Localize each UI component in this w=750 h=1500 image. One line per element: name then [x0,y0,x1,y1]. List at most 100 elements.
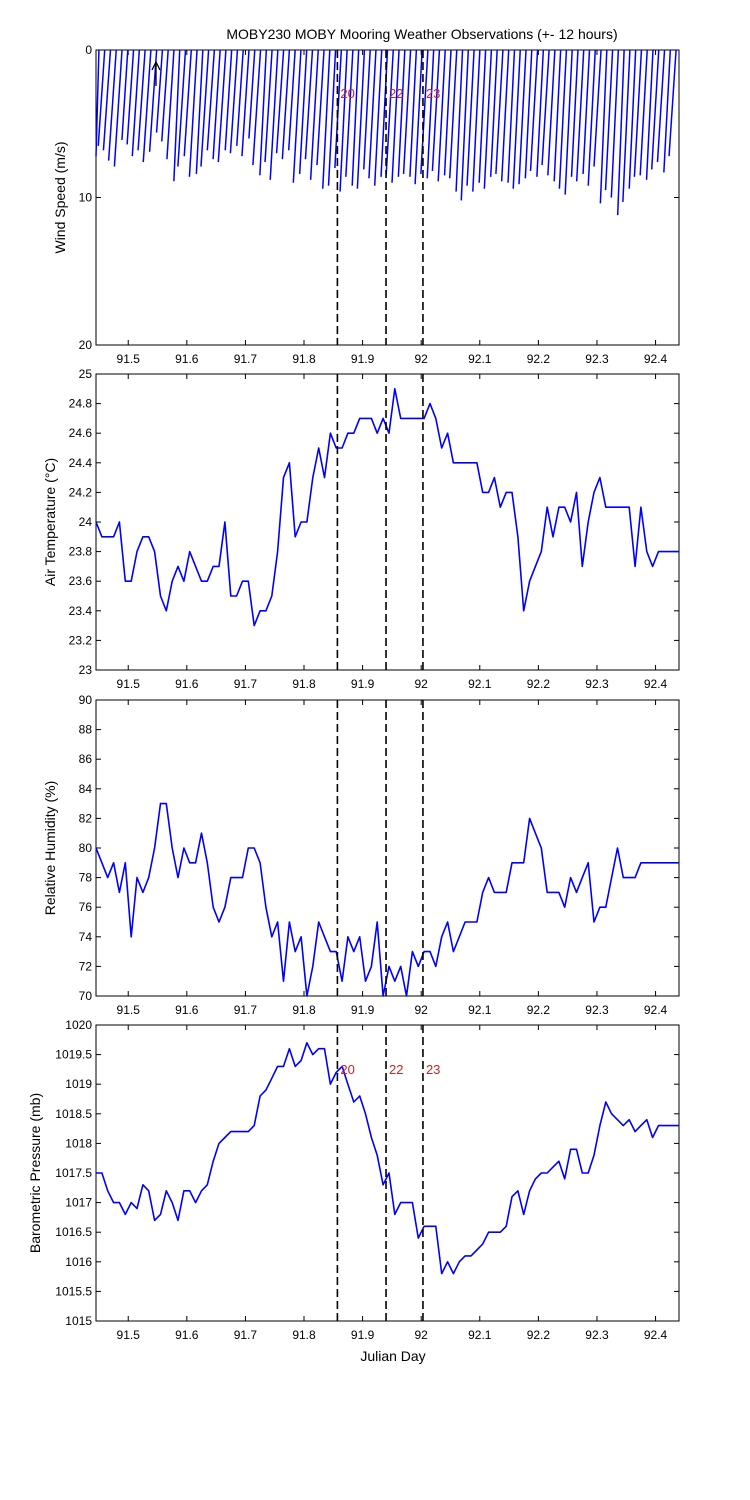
wind-stick [587,49,597,186]
wind-stick [327,49,337,186]
x-tick-label: 92.1 [468,352,492,366]
wind-stick [236,49,244,146]
wind-stick [177,49,187,167]
x-tick-label: 91.5 [117,352,141,366]
x-tick-label: 91.9 [351,1003,375,1017]
wind-stick [431,49,441,171]
wind-stick [529,49,539,171]
wind-stick [131,49,141,157]
wind-stick [564,49,573,195]
y-tick-label: 1016.5 [55,1225,92,1239]
wind-stick [298,49,308,174]
wind-stick [668,49,677,157]
wind-stick [368,49,377,179]
wind-stick [334,49,343,169]
wind-stick [155,49,164,133]
reference-arrow-head [151,60,161,71]
series-line-barometric-pressure [96,1042,679,1275]
wind-stick [437,49,446,182]
wind-stick [97,49,106,146]
x-tick-label: 91.8 [292,1003,316,1017]
x-tick-label: 92.3 [585,677,609,691]
panel-barometric-pressure: 1015 1015.5 1016 1016.5 1017 1017.5 1018 1018.5… [27,1018,680,1342]
marker-label-23: 23 [426,1062,440,1077]
wind-stick [443,49,452,176]
y-tick-label: 70 [79,989,93,1003]
x-tick-label: 91.9 [351,352,375,366]
wind-stick [391,49,400,183]
wind-stick [373,49,383,186]
x-tick-label: 91.7 [234,677,258,691]
wind-stick [362,49,371,170]
wind-stick [610,49,620,198]
wind-stick [524,49,533,179]
x-axis-label: Julian Day [360,1348,425,1364]
figure-title: MOBY230 MOBY Mooring Weather Observation… [226,26,617,42]
x-tick-label: 91.8 [292,352,316,366]
y-tick-label: 88 [79,723,93,737]
wind-stick [472,49,481,192]
wind-stick [507,49,516,183]
wind-stick [121,49,129,141]
marker-label-20: 20 [340,86,354,101]
wind-stick [639,49,648,176]
x-tick-label: 92.3 [585,1003,609,1017]
x-tick-label: 92.2 [527,1003,551,1017]
wind-stick [269,49,279,180]
y-tick-label: 1017 [65,1196,92,1210]
y-tick-label: 23.4 [69,604,93,618]
x-tick-label: 92 [415,677,429,691]
y-tick-label: 90 [79,693,93,707]
wind-stick [126,49,135,145]
wind-stick [397,49,406,177]
x-tick-label: 92.2 [527,677,551,691]
x-tick-label: 91.5 [117,677,141,691]
wind-stick [281,49,291,160]
x-tick-label: 92.4 [644,1003,668,1017]
wind-stick [107,49,117,161]
wind-stick [200,49,210,167]
wind-stick [414,49,423,185]
wind-stick [536,49,545,177]
x-tick-label: 91.9 [351,1328,375,1342]
x-tick-label: 92.4 [644,677,668,691]
y-tick-label: 24 [79,515,93,529]
x-tick-label: 91.6 [175,677,199,691]
wind-stick [570,49,579,177]
x-tick-label: 91.6 [175,1328,199,1342]
plot-area [95,699,680,997]
y-tick-label: 86 [79,752,93,766]
wind-stick [518,49,527,185]
y-axis-label: Relative Humidity (%) [42,781,58,916]
y-tick-label: 1019.5 [55,1048,92,1062]
wind-stick [455,49,464,192]
wind-stick [195,49,204,174]
wind-stick [483,49,493,189]
x-tick-label: 91.7 [234,1328,258,1342]
x-tick-label: 92 [415,1003,429,1017]
wind-stick [188,49,198,177]
y-tick-label: 1019 [65,1077,92,1091]
y-tick-label: 1015 [65,1314,92,1328]
wind-stick [402,49,412,174]
wind-stick [212,49,221,160]
wind-stick [95,49,100,157]
marker-label-22: 22 [389,1062,403,1077]
wind-stick [604,49,614,191]
y-tick-label: 24.4 [69,456,93,470]
x-tick-label: 92.1 [468,1328,492,1342]
y-tick-label: 23.6 [69,574,93,588]
y-tick-label: 84 [79,782,93,796]
plot-area [95,1024,680,1322]
y-tick-label: 23.8 [69,545,93,559]
wind-stick [102,49,112,151]
x-tick-label: 91.6 [175,352,199,366]
x-tick-label: 91.5 [117,1003,141,1017]
wind-stick [448,49,458,179]
wind-stick [633,49,643,177]
wind-stick [460,49,470,201]
wind-stick [547,49,556,176]
x-tick-label: 91.9 [351,677,375,691]
wind-stick [628,49,637,189]
y-tick-label: 80 [79,841,93,855]
